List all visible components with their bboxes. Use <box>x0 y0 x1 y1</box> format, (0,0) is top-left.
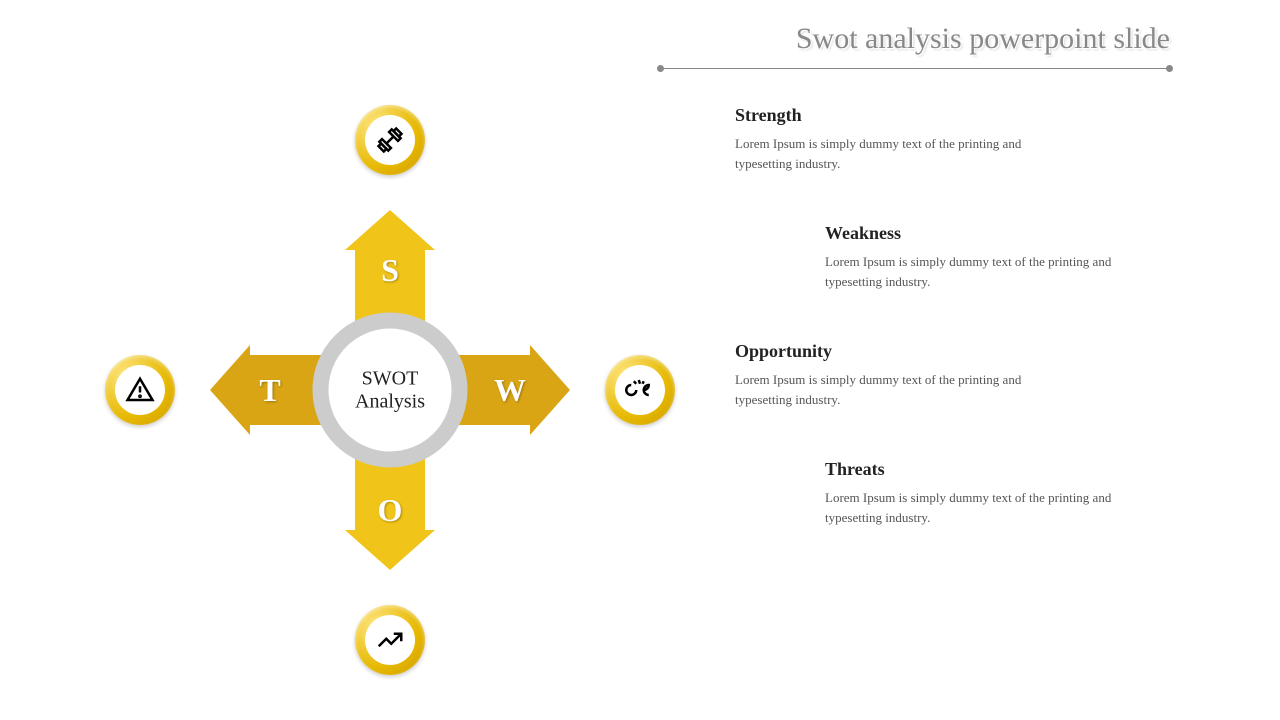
heading-opportunity: Opportunity <box>735 341 1195 362</box>
swot-diagram: S W O T SWOT Analysis <box>70 70 710 710</box>
title-divider <box>660 68 1170 69</box>
item-threats: Threats Lorem Ipsum is simply dummy text… <box>825 459 1195 527</box>
letter-w: W <box>494 372 526 409</box>
dumbbell-icon <box>365 115 415 165</box>
center-line1: SWOT <box>362 367 419 390</box>
body-strength: Lorem Ipsum is simply dummy text of the … <box>735 134 1025 173</box>
center-ring: SWOT Analysis <box>313 313 468 468</box>
arrow-head <box>345 530 435 570</box>
swot-text-list: Strength Lorem Ipsum is simply dummy tex… <box>735 105 1195 577</box>
heading-weakness: Weakness <box>825 223 1195 244</box>
arrow-head <box>530 345 570 435</box>
heading-threats: Threats <box>825 459 1195 480</box>
arrow-opportunity: O <box>355 450 425 570</box>
warning-icon <box>115 365 165 415</box>
body-weakness: Lorem Ipsum is simply dummy text of the … <box>825 252 1115 291</box>
item-opportunity: Opportunity Lorem Ipsum is simply dummy … <box>735 341 1195 409</box>
broken-link-icon <box>615 365 665 415</box>
body-opportunity: Lorem Ipsum is simply dummy text of the … <box>735 370 1025 409</box>
body-threats: Lorem Ipsum is simply dummy text of the … <box>825 488 1115 527</box>
arrow-weakness: W <box>450 355 570 425</box>
icon-weakness <box>605 355 675 425</box>
heading-strength: Strength <box>735 105 1195 126</box>
icon-threats <box>105 355 175 425</box>
arrow-head <box>345 210 435 250</box>
icon-strength <box>355 105 425 175</box>
item-strength: Strength Lorem Ipsum is simply dummy tex… <box>735 105 1195 173</box>
icon-opportunity <box>355 605 425 675</box>
arrow-head <box>210 345 250 435</box>
trend-up-icon <box>365 615 415 665</box>
center-line2: Analysis <box>355 390 425 413</box>
item-weakness: Weakness Lorem Ipsum is simply dummy tex… <box>825 223 1195 291</box>
slide-title: Swot analysis powerpoint slide <box>796 22 1170 56</box>
letter-s: S <box>381 252 399 289</box>
letter-t: T <box>259 372 280 409</box>
letter-o: O <box>378 492 403 529</box>
